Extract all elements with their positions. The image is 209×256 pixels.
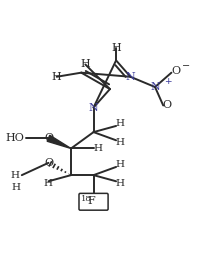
Text: H: H bbox=[52, 72, 61, 82]
Text: O: O bbox=[44, 133, 53, 143]
Text: N: N bbox=[126, 72, 135, 82]
Text: H: H bbox=[116, 161, 125, 169]
Text: O: O bbox=[44, 158, 53, 168]
Polygon shape bbox=[47, 135, 71, 148]
Text: HO: HO bbox=[5, 133, 24, 143]
Text: H: H bbox=[116, 179, 125, 188]
Text: N: N bbox=[150, 82, 160, 92]
Text: H: H bbox=[80, 59, 90, 69]
Text: N: N bbox=[89, 102, 98, 112]
Text: H: H bbox=[116, 119, 125, 129]
Text: H: H bbox=[11, 171, 20, 180]
Text: −: − bbox=[182, 62, 190, 71]
Text: 18: 18 bbox=[81, 195, 92, 203]
Text: H: H bbox=[11, 183, 20, 192]
Text: H: H bbox=[111, 43, 121, 53]
Text: H: H bbox=[116, 138, 125, 147]
Text: H: H bbox=[44, 179, 53, 188]
Text: O: O bbox=[163, 100, 172, 110]
FancyBboxPatch shape bbox=[79, 193, 108, 210]
Text: F: F bbox=[88, 196, 95, 206]
Text: H: H bbox=[93, 144, 102, 153]
Text: O: O bbox=[171, 66, 180, 76]
Text: +: + bbox=[165, 77, 172, 86]
